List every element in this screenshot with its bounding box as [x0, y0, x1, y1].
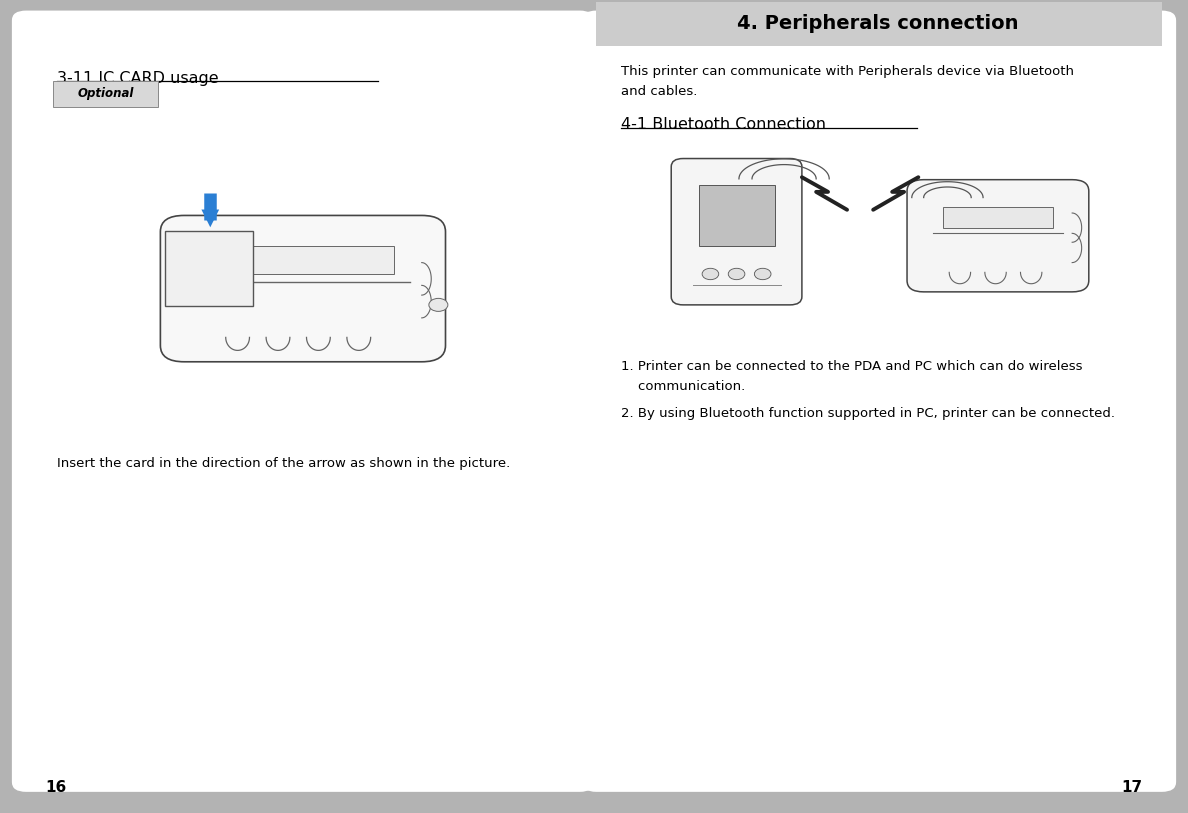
- Text: and cables.: and cables.: [621, 85, 697, 98]
- Text: 16: 16: [45, 780, 67, 795]
- Text: This printer can communicate with Peripherals device via Bluetooth: This printer can communicate with Periph…: [621, 65, 1074, 78]
- Circle shape: [754, 268, 771, 280]
- FancyBboxPatch shape: [943, 207, 1053, 228]
- Circle shape: [429, 298, 448, 311]
- Text: Insert the card in the direction of the arrow as shown in the picture.: Insert the card in the direction of the …: [57, 457, 511, 470]
- Bar: [596, 2, 1162, 46]
- FancyBboxPatch shape: [699, 185, 775, 246]
- Circle shape: [728, 268, 745, 280]
- FancyBboxPatch shape: [582, 11, 1176, 792]
- Text: 2. By using Bluetooth function supported in PC, printer can be connected.: 2. By using Bluetooth function supported…: [621, 406, 1116, 420]
- Text: 3-11 IC CARD usage: 3-11 IC CARD usage: [57, 71, 219, 85]
- Text: 17: 17: [1121, 780, 1143, 795]
- Text: 4. Peripherals connection: 4. Peripherals connection: [737, 14, 1018, 33]
- Text: communication.: communication.: [621, 380, 746, 393]
- FancyBboxPatch shape: [53, 81, 158, 107]
- FancyBboxPatch shape: [211, 246, 394, 274]
- FancyBboxPatch shape: [12, 11, 594, 792]
- Text: 4-1 Bluetooth Connection: 4-1 Bluetooth Connection: [621, 117, 827, 132]
- Circle shape: [702, 268, 719, 280]
- FancyBboxPatch shape: [671, 159, 802, 305]
- FancyBboxPatch shape: [160, 215, 446, 362]
- FancyBboxPatch shape: [906, 180, 1088, 292]
- FancyBboxPatch shape: [165, 231, 253, 306]
- Text: 1. Printer can be connected to the PDA and PC which can do wireless: 1. Printer can be connected to the PDA a…: [621, 360, 1082, 373]
- Text: Optional: Optional: [77, 88, 134, 100]
